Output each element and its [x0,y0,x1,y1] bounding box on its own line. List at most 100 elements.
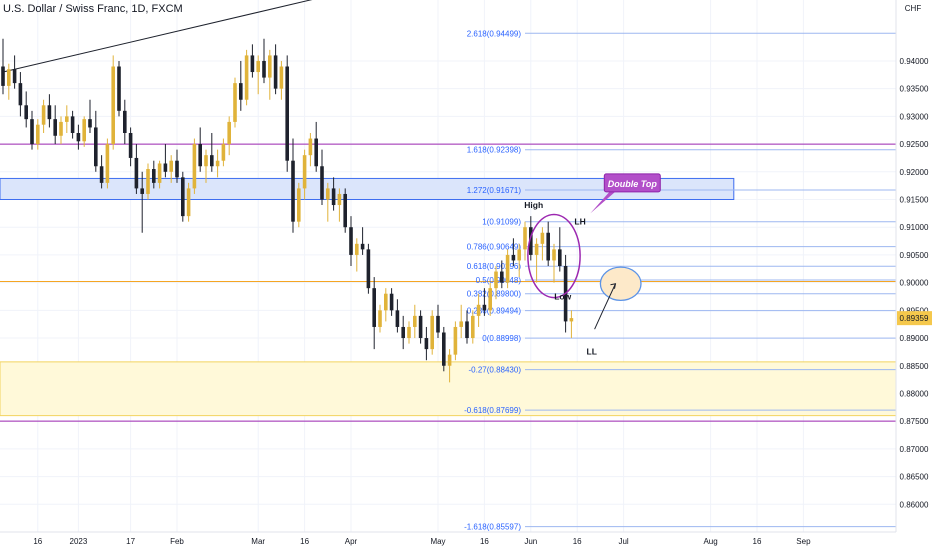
price-tick: 0.88500 [900,362,929,371]
annotation-label: LL [587,347,597,357]
candle-body [314,138,318,167]
candle-body [18,83,23,106]
price-tick: 0.92000 [900,168,929,177]
price-tick: 0.89000 [900,334,929,343]
candle-body [117,66,121,111]
candle-body [494,271,498,289]
price-tick: 0.86500 [900,473,929,482]
candle-body [204,155,208,167]
candle-body [436,315,440,333]
candle-body [505,254,510,283]
candle-body [297,188,301,222]
price-tick: 0.89500 [900,306,929,315]
fib-label: 0.5(0.90048) [476,276,522,285]
candle-body [326,188,330,200]
candle-body [552,249,556,261]
candle-body [30,119,34,145]
fibonacci-levels[interactable]: 2.618(0.94499) 1.618(0.92398) 1.272(0.9167… [464,29,896,532]
drawings[interactable]: Double Top High LH Low LL [524,173,661,357]
price-tick: 0.86000 [900,500,929,509]
time-tick: 2023 [70,537,88,546]
fib-label: 0.382(0.89800) [467,290,522,299]
candle-body [453,326,458,355]
target-circle [599,266,642,302]
time-tick: Apr [345,537,358,546]
candle-body [331,188,336,206]
callout-pointer [590,190,617,214]
candle-body [418,315,423,339]
arrow-head [610,283,617,289]
candle-body [186,188,191,217]
price-tick: 0.87500 [900,417,929,426]
candle-body [268,55,272,78]
candle-body [488,288,492,311]
candle-body [308,138,313,156]
fib-label: -1.618(0.85597) [464,523,521,532]
annotation-label: High [524,200,543,210]
price-tick: 0.90000 [900,279,929,288]
candle-body [523,227,527,250]
fib-label: 2.618(0.94499) [467,29,522,38]
candle-body [430,315,434,350]
candle-body [360,243,365,250]
candle-body [273,55,278,89]
trendline[interactable] [2,0,322,73]
fib-label: 1.618(0.92398) [467,146,522,155]
time-tick: Aug [703,537,717,546]
candle-body [157,163,162,183]
price-axis[interactable]: CHF 0.94000 0.93500 0.93000 0.92500 0.92000 0.… [895,0,932,532]
time-tick: 16 [480,537,489,546]
candle-body [12,69,17,84]
candle-body [389,293,394,311]
time-tick: 17 [126,537,135,546]
candle-body [279,66,284,89]
time-axis[interactable]: 16 2023 17 Feb Mar 16 Apr May 16 Jun 16 Jul Aug 16 Sep [0,531,896,546]
fib-label: 0.786(0.90649) [467,243,522,252]
candle-body [250,55,255,73]
candle-body [395,310,400,327]
time-tick: 16 [300,537,309,546]
price-tick: 0.94000 [900,57,929,66]
candle-body [302,155,307,189]
candle-body [163,163,168,172]
candle-body [192,144,197,189]
price-tick: 0.91500 [900,196,929,205]
candle-body [53,119,57,136]
candle-body [459,321,463,327]
time-tick: Mar [251,537,265,546]
candle-body [7,69,11,86]
candle-body [76,133,81,142]
fib-label: 0(0.88998) [482,334,521,343]
candle-body [343,193,347,228]
candle-body [349,227,353,255]
candle-body [476,304,481,316]
candle-body [123,110,127,133]
candle-body [256,60,260,73]
candle-body [146,169,150,194]
callout-box [603,173,661,193]
time-tick: Feb [170,537,184,546]
candle-body [152,169,156,183]
candle-body [471,315,475,339]
time-tick: Jul [618,537,628,546]
candle-body [227,121,231,145]
candle-body [47,105,52,120]
candle-body [175,160,179,178]
candle-body [65,116,69,122]
candle-body [59,121,63,136]
projection-arrow [594,283,616,330]
fib-label: 1(0.91099) [482,218,521,227]
candle-body [70,116,75,133]
price-tick: 0.88000 [900,389,929,398]
candle-body [111,66,115,145]
candle-body [442,332,446,366]
candle-body [511,254,516,261]
price-tick: 0.91000 [900,223,929,232]
candle-body [36,124,40,145]
candle-body [239,83,243,100]
candle-body [320,166,324,200]
candle-body [181,177,185,217]
candle-body [41,105,46,125]
time-tick: 16 [33,537,42,546]
